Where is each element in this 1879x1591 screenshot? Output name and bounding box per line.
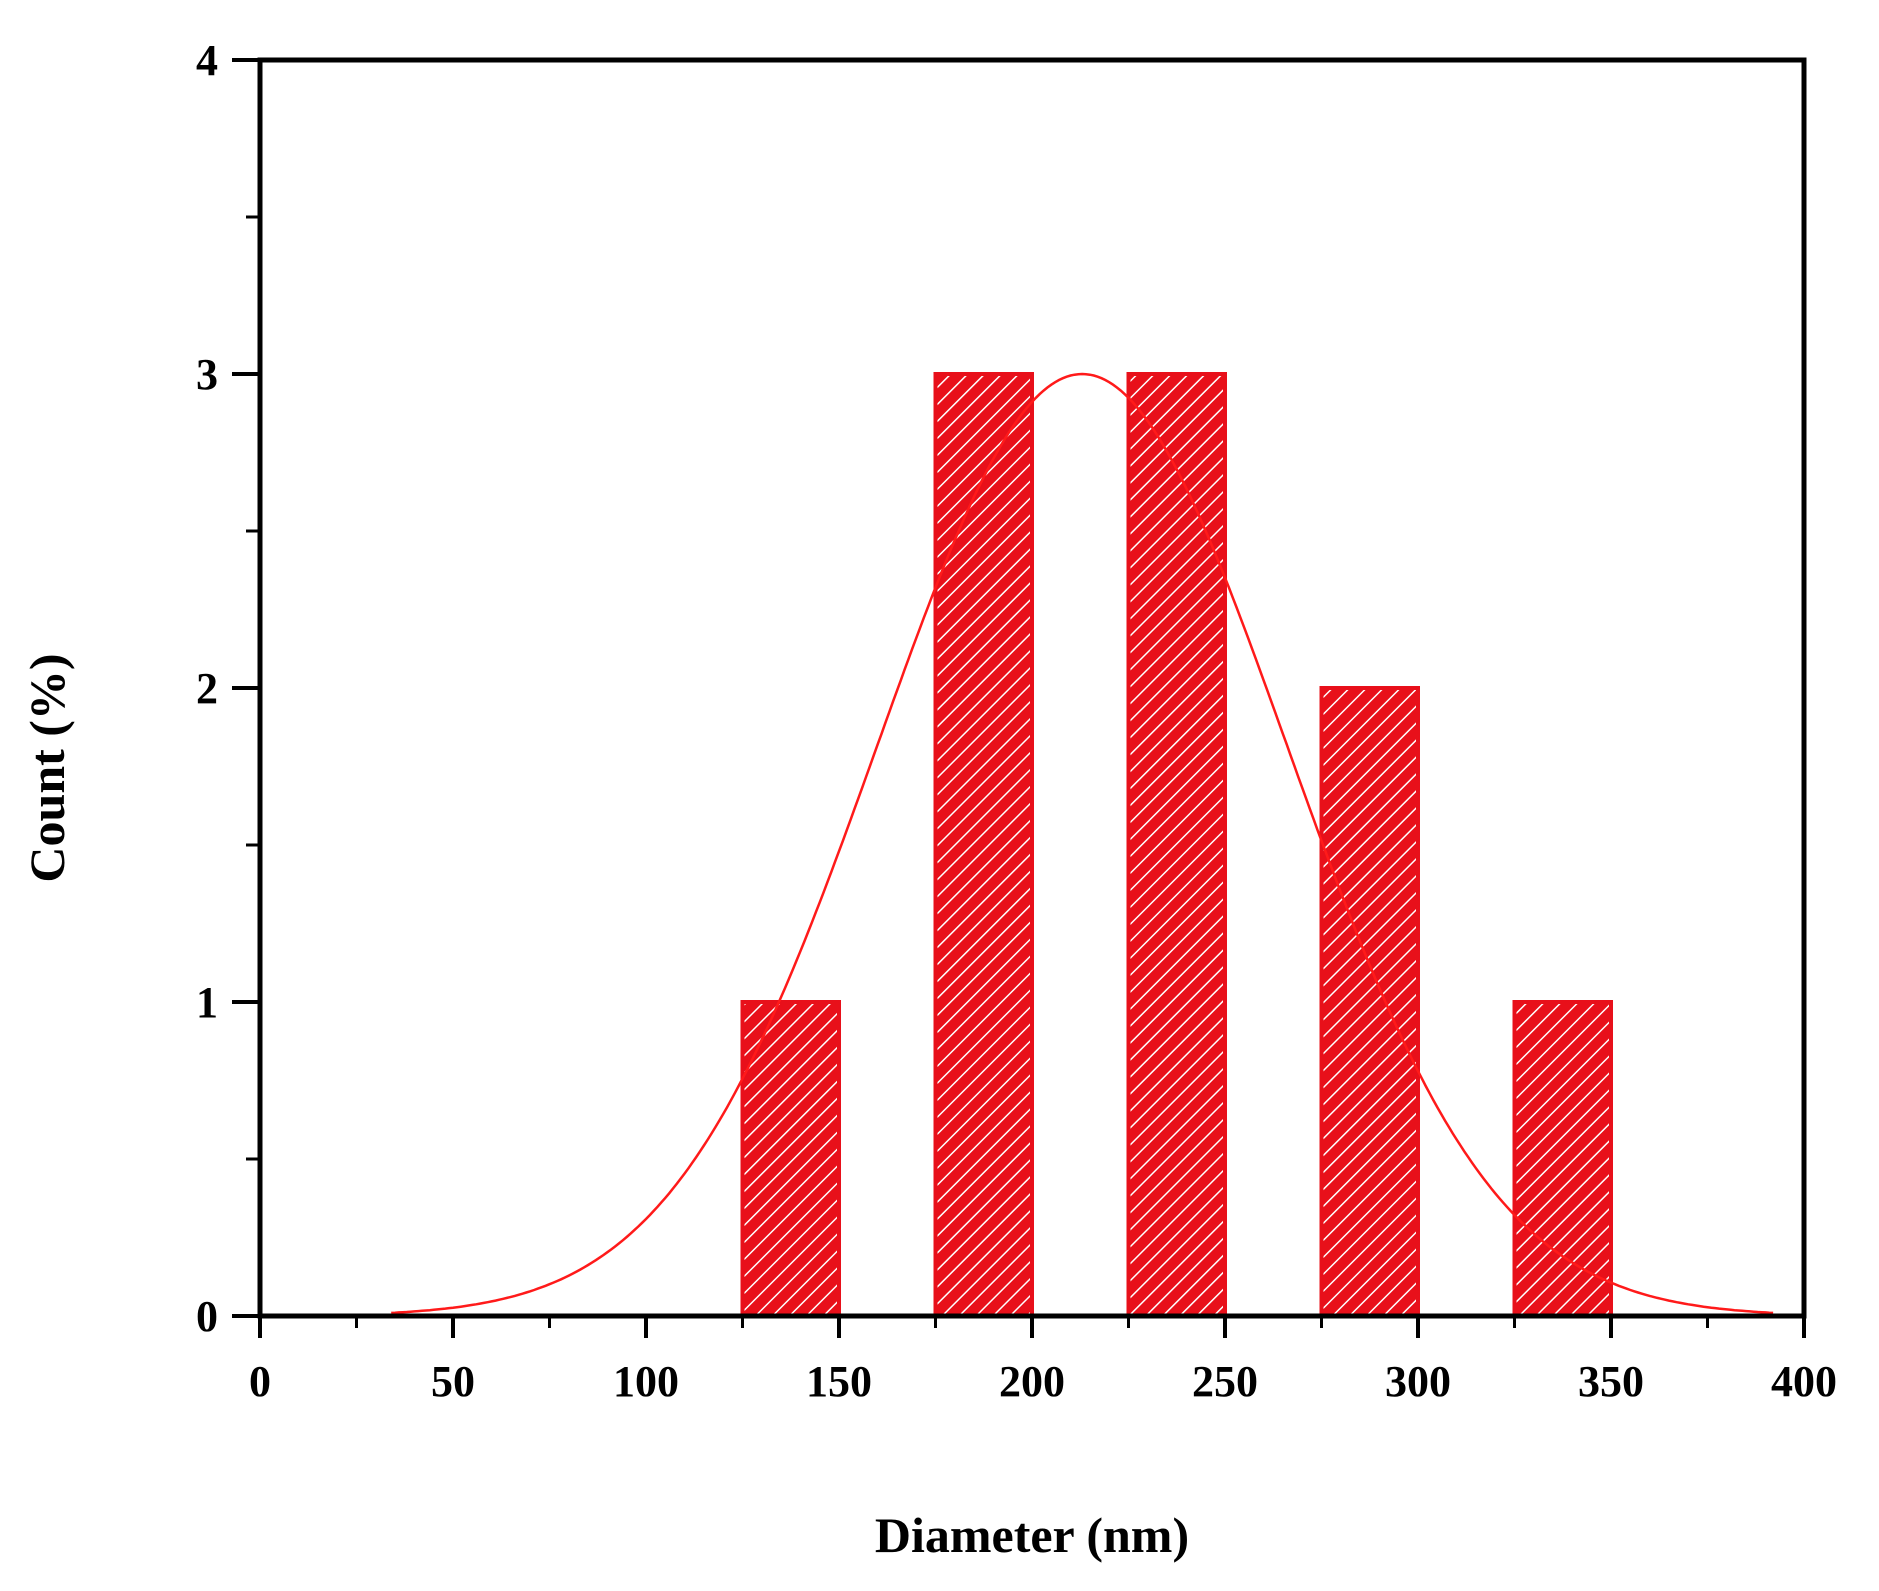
y-tick-label: 1 xyxy=(196,978,218,1027)
x-tick-label: 100 xyxy=(613,1357,679,1406)
x-tick-label: 350 xyxy=(1578,1357,1644,1406)
y-axis-title: Count (%) xyxy=(19,653,75,882)
x-tick-label: 150 xyxy=(806,1357,872,1406)
x-tick-label: 300 xyxy=(1385,1357,1451,1406)
gaussian-fit-curve xyxy=(391,372,1774,1315)
x-axis-title: Diameter (nm) xyxy=(875,1507,1189,1563)
histogram-bar-3 xyxy=(1319,686,1420,1318)
histogram-bar-1 xyxy=(933,372,1034,1318)
y-tick-label: 0 xyxy=(196,1292,218,1341)
x-tick-label: 200 xyxy=(999,1357,1065,1406)
y-tick-label: 4 xyxy=(196,36,218,85)
y-tick-label: 2 xyxy=(196,664,218,713)
fit-curve-layer xyxy=(391,372,1774,1315)
x-tick-label: 250 xyxy=(1192,1357,1258,1406)
x-tick-label: 0 xyxy=(249,1357,271,1406)
histogram-bar-2 xyxy=(1126,372,1227,1318)
ticks-layer: 0 50 100 150 200 250 300 350 400 0 1 2 3 4 xyxy=(196,36,1837,1406)
y-tick-label: 3 xyxy=(196,350,218,399)
histogram-bar-4 xyxy=(1512,1000,1613,1318)
x-tick-label: 50 xyxy=(431,1357,475,1406)
histogram-bar-0 xyxy=(740,1000,841,1318)
bars-layer xyxy=(740,372,1613,1318)
x-tick-label: 400 xyxy=(1771,1357,1837,1406)
